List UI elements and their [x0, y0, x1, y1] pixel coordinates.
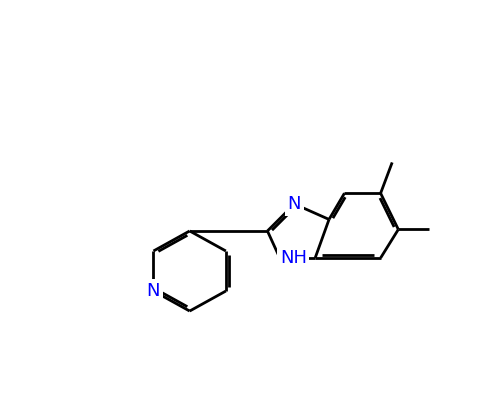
- Text: N: N: [147, 282, 160, 300]
- Text: NH: NH: [280, 249, 307, 267]
- Text: N: N: [287, 195, 301, 213]
